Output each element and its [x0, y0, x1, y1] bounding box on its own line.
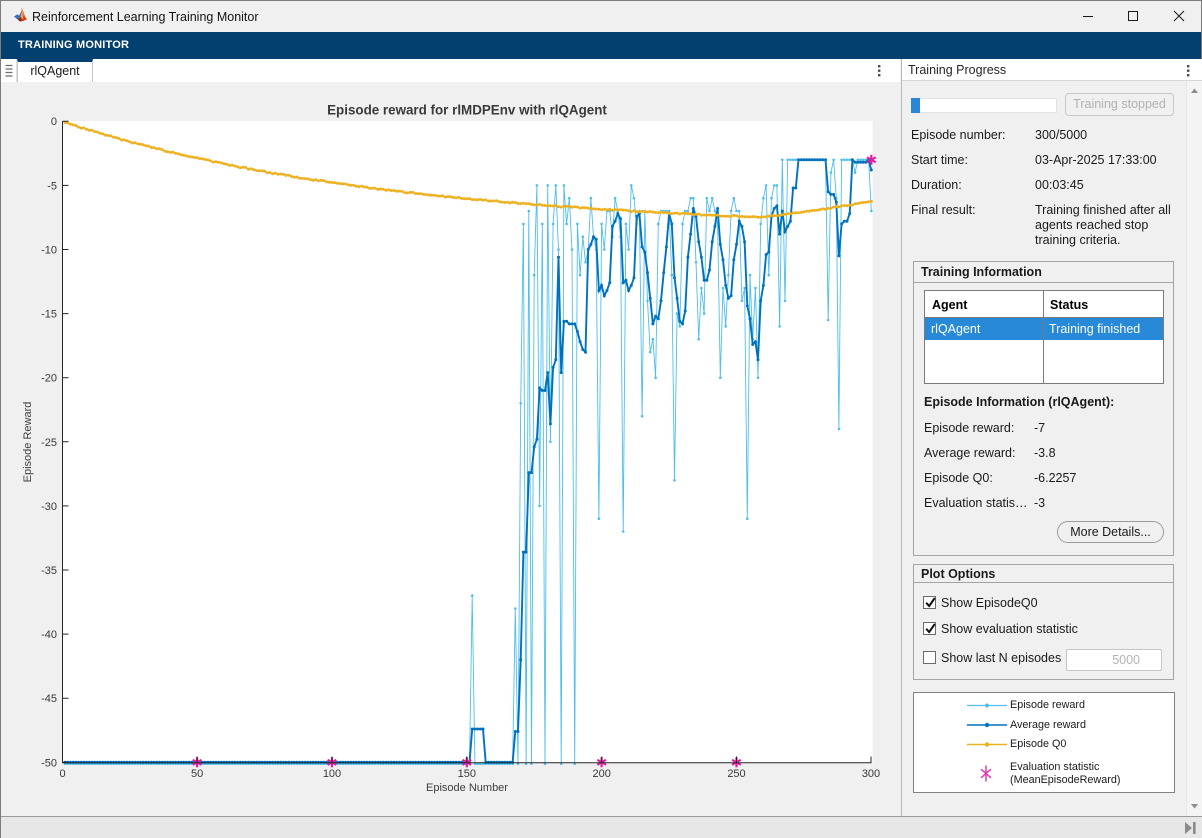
svg-text:0: 0	[59, 768, 65, 780]
svg-text:150: 150	[458, 768, 476, 780]
svg-text:200: 200	[593, 768, 611, 780]
svg-text:0: 0	[51, 116, 57, 128]
svg-text:-15: -15	[41, 309, 57, 321]
svg-text:-35: -35	[41, 565, 57, 577]
svg-text:250: 250	[727, 768, 745, 780]
svg-text:-10: -10	[41, 245, 57, 257]
svg-text:50: 50	[191, 768, 203, 780]
svg-text:-30: -30	[41, 501, 57, 513]
svg-text:100: 100	[323, 768, 341, 780]
svg-text:-45: -45	[41, 693, 57, 705]
svg-text:Episode Reward: Episode Reward	[22, 402, 34, 483]
svg-text:-50: -50	[41, 757, 57, 769]
svg-text:300: 300	[862, 768, 880, 780]
svg-text:-40: -40	[41, 629, 57, 641]
svg-text:-5: -5	[47, 180, 57, 192]
svg-text:-20: -20	[41, 373, 57, 385]
svg-text:Episode reward for rlMDPEnv wi: Episode reward for rlMDPEnv with rlQAgen…	[327, 103, 607, 118]
svg-text:Episode Number: Episode Number	[426, 782, 508, 794]
svg-text:-25: -25	[41, 437, 57, 449]
